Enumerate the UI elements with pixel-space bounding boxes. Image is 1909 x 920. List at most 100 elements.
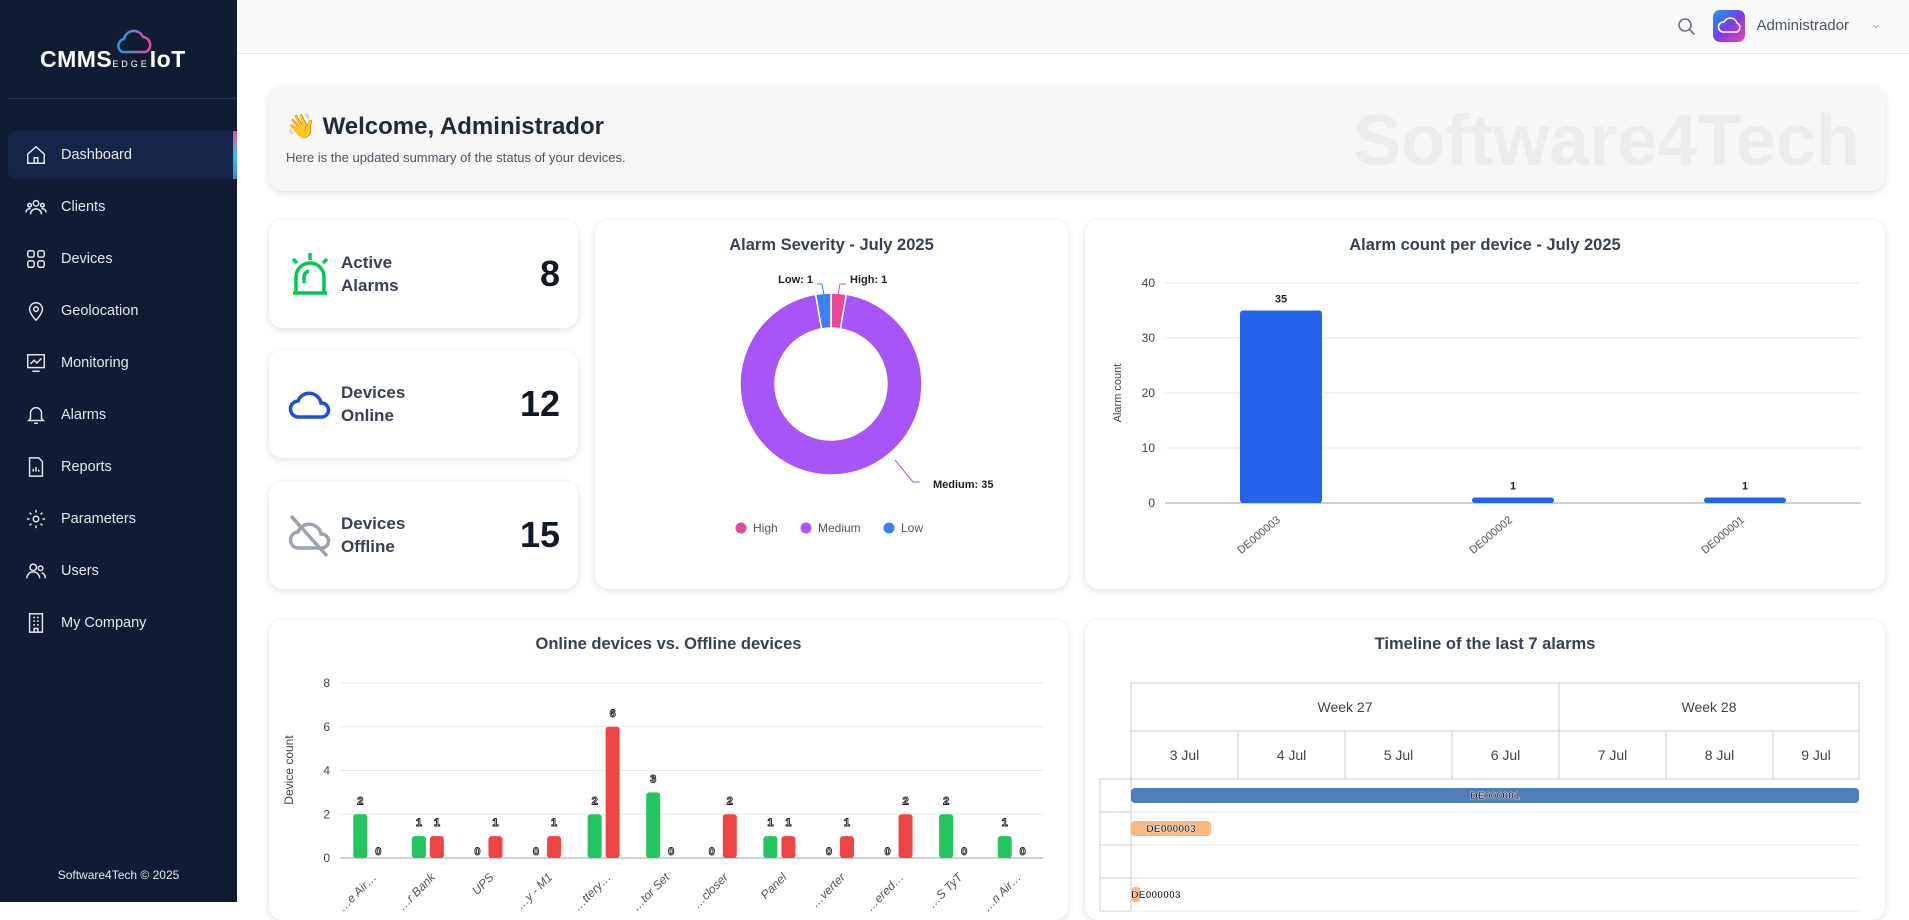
y-axis-label: Device count (282, 735, 296, 805)
data-label: 0 (1020, 846, 1026, 858)
legend-label-low: Low (901, 521, 923, 535)
y-axis-label: Alarm count (1112, 364, 1124, 423)
x-tick-label: …closer (690, 870, 732, 912)
alarm-bar-label: DE000001 (1470, 790, 1520, 802)
sidebar-item-parameters[interactable]: Parameters (8, 495, 237, 543)
alarm-count-card: Alarm count per device - July 2025 0 10 20… (1085, 220, 1885, 589)
sidebar: CMMSEDGEIoT Dashboard Clients Devices Geolo… (0, 0, 237, 902)
data-label: 0 (533, 846, 539, 858)
data-label: 3 (650, 773, 656, 785)
chart-title: Alarm Severity - July 2025 (729, 236, 934, 254)
data-label: 2 (592, 795, 598, 807)
welcome-subtitle: Here is the updated summary of the statu… (286, 150, 626, 165)
map-pin-icon (28, 302, 44, 322)
chevron-down-icon[interactable]: ⌄ (1870, 17, 1881, 31)
x-tick-label: …S TyT (925, 869, 967, 911)
online-bar (353, 814, 368, 858)
legend-marker-high (735, 522, 747, 534)
data-label: 0 (709, 846, 715, 858)
sidebar-item-monitoring[interactable]: Monitoring (8, 339, 237, 387)
y-tick-label: 6 (323, 720, 330, 734)
online-bar (411, 836, 426, 858)
sidebar-item-geolocation[interactable]: Geolocation (8, 287, 237, 335)
x-tick-label: …verter (808, 870, 849, 911)
legend-marker-low (883, 522, 895, 534)
data-label-medium: Medium: 35 (933, 479, 994, 491)
siren-icon (291, 253, 329, 295)
x-tick-label: …ttery… (570, 870, 613, 913)
x-tick-label: …r Bank (395, 870, 439, 914)
search-icon[interactable] (1677, 17, 1697, 37)
data-label: 1 (1510, 481, 1516, 493)
row-label-cell (1099, 844, 1132, 879)
sidebar-item-label: Parameters (61, 511, 136, 527)
watermark: Software4Tech (1353, 101, 1860, 181)
offline-bar (429, 836, 444, 858)
data-label: 1 (492, 817, 498, 829)
data-label: 1 (416, 817, 422, 829)
day-label: 8 Jul (1705, 747, 1735, 763)
chart-title: Online devices vs. Offline devices (535, 635, 802, 653)
day-label: 6 Jul (1491, 747, 1521, 763)
sidebar-item-label: Users (61, 563, 99, 579)
active-alarms-card[interactable]: Active Alarms 8 (269, 220, 578, 328)
sidebar-item-label: Reports (61, 459, 112, 475)
online-bar (646, 792, 661, 858)
sidebar-item-label: Dashboard (61, 147, 132, 163)
online-bar (763, 836, 778, 858)
online-offline-card: Online devices vs. Offline devices 0 2 4 6 8… (269, 620, 1068, 920)
data-label: 0 (474, 846, 480, 858)
alarm-severity-card: Alarm Severity - July 2025 High: 1 Low: 1… (595, 220, 1068, 589)
sidebar-item-alarms[interactable]: Alarms (8, 391, 237, 439)
devices-offline-card[interactable]: Devices Offline 15 (269, 481, 578, 589)
chart-monitor-icon (27, 354, 45, 372)
devices-online-card[interactable]: Devices Online 12 (269, 350, 578, 458)
sidebar-item-users[interactable]: Users (8, 547, 237, 595)
sidebar-item-my-company[interactable]: My Company (8, 599, 237, 647)
grid-icon (27, 250, 45, 268)
offline-bar (605, 726, 620, 858)
bar (1240, 310, 1322, 503)
offline-bar (898, 814, 913, 858)
sidebar-item-devices[interactable]: Devices (8, 235, 237, 283)
home-icon (27, 145, 45, 164)
avatar[interactable] (1713, 10, 1745, 42)
data-label: 0 (826, 846, 832, 858)
data-label: 2 (902, 795, 908, 807)
online-bar (939, 814, 954, 858)
cloud-off-icon (288, 514, 331, 558)
users-group-icon (25, 199, 47, 215)
alarm-bar (1131, 821, 1212, 836)
sidebar-item-label: Alarms (61, 407, 107, 423)
topbar: Administrador ⌄ (237, 0, 1909, 54)
data-label: 1 (767, 817, 773, 829)
cloud-icon (288, 391, 331, 419)
sidebar-item-clients[interactable]: Clients (8, 183, 237, 231)
day-label: 5 Jul (1384, 747, 1414, 763)
x-tick-label: …ered… (863, 870, 907, 914)
sidebar-item-label: Clients (61, 199, 106, 215)
x-tick-label: …y - M1 (513, 870, 555, 912)
user-name[interactable]: Administrador (1756, 17, 1849, 34)
logo[interactable]: CMMSEDGEIoT (40, 28, 200, 78)
devices-online-count: 12 (519, 383, 560, 424)
y-tick-label: 4 (323, 764, 330, 778)
sidebar-item-dashboard[interactable]: Dashboard (8, 131, 237, 179)
y-tick-label: 0 (1148, 496, 1155, 510)
timeline-card: Timeline of the last 7 alarms Week 27 Wee… (1085, 620, 1885, 920)
copyright: Software4Tech © 2025 (57, 868, 180, 882)
page-title: 👋 Welcome, Administrador (286, 113, 604, 140)
logo-text: CMMSEDGEIoT (40, 46, 186, 72)
data-label: 2 (727, 795, 733, 807)
data-label: 0 (375, 846, 381, 858)
sidebar-item-label: Geolocation (61, 303, 139, 319)
donut-slice-low (814, 292, 832, 330)
y-tick-label: 10 (1142, 441, 1156, 455)
online-bar (587, 814, 602, 858)
data-label: 2 (943, 795, 949, 807)
x-tick-label: DE000003 (1235, 514, 1283, 557)
timeline-chart: Week 27 Week 28 3 Jul 4 Jul 5 Jul 6 Jul 7 Jul 8… (1099, 682, 1860, 912)
data-label: 2 (357, 795, 363, 807)
sidebar-item-label: Monitoring (61, 355, 129, 371)
sidebar-item-reports[interactable]: Reports (8, 443, 237, 491)
